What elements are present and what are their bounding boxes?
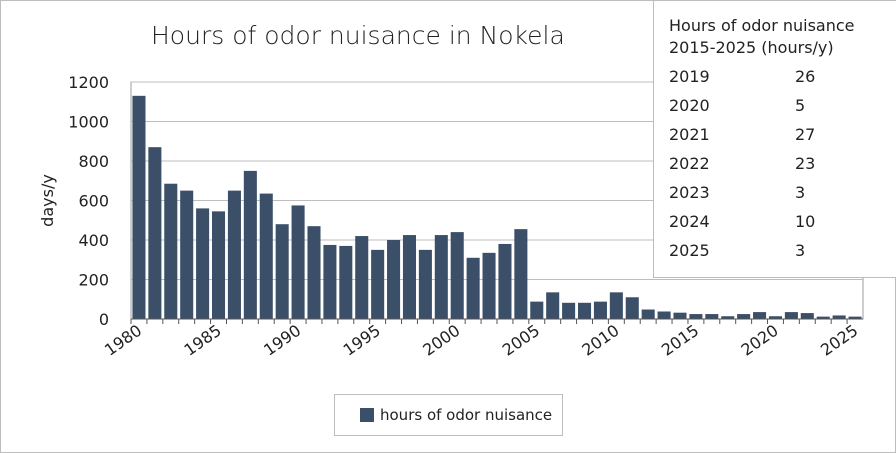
bar: [387, 240, 401, 319]
x-tick-label: 1995: [340, 321, 384, 360]
info-value: 23: [795, 154, 816, 173]
legend-label: hours of odor nuisance: [380, 406, 553, 424]
bar: [243, 170, 257, 319]
info-row: 2021 27: [669, 120, 896, 149]
bar: [402, 235, 417, 319]
legend-swatch: [360, 408, 374, 422]
y-tick-label: 400: [78, 231, 109, 250]
bar: [657, 311, 671, 319]
info-value: 27: [795, 125, 816, 144]
info-row: 2025 3: [669, 236, 896, 265]
bar: [196, 208, 210, 319]
info-rows: 2019 26 2020 5 2021 27 2022 23 2023 3 2024 10 …: [669, 62, 896, 265]
bar: [800, 313, 814, 319]
info-value: 26: [795, 67, 816, 86]
bar: [482, 252, 496, 319]
bar: [816, 316, 830, 319]
bar: [164, 183, 178, 319]
bar: [132, 95, 146, 319]
bar: [689, 314, 703, 319]
bar: [625, 297, 639, 319]
bar: [211, 211, 226, 319]
info-title-line-2: 2015-2025 (hours/y): [669, 38, 834, 57]
y-tick-label: 600: [78, 192, 109, 211]
chart-legend: hours of odor nuisance: [334, 394, 563, 436]
y-tick-label: 200: [78, 271, 109, 290]
chart-title: Hours of odor nuisance in Nokela: [151, 21, 565, 50]
bar: [227, 190, 241, 319]
bar: [673, 312, 687, 319]
info-value: 5: [795, 96, 806, 115]
bar: [291, 205, 305, 319]
info-table-title: Hours of odor nuisance 2015-2025 (hours/…: [669, 15, 896, 59]
info-row: 2023 3: [669, 178, 896, 207]
bar: [593, 301, 607, 319]
y-tick-label: 1000: [68, 113, 109, 132]
info-year: 2022: [669, 154, 710, 173]
bar: [577, 302, 592, 319]
bar: [832, 315, 846, 319]
info-title-line-1: Hours of odor nuisance: [669, 16, 855, 35]
bar: [371, 249, 385, 319]
bar: [259, 193, 273, 319]
bar: [737, 314, 751, 319]
bar: [514, 229, 528, 319]
x-tick-label: 2005: [499, 321, 543, 360]
info-value: 3: [795, 183, 806, 202]
y-tick-label: 800: [78, 152, 109, 171]
bar: [768, 316, 783, 319]
bar: [148, 147, 162, 319]
info-value: 3: [795, 241, 806, 260]
bar: [848, 316, 862, 319]
x-tick-label: 1990: [260, 321, 304, 360]
bar: [434, 235, 448, 319]
bar: [355, 236, 369, 319]
bar: [562, 302, 576, 319]
info-row: 2020 5: [669, 91, 896, 120]
x-tick-label: 2000: [419, 321, 463, 360]
bar: [466, 257, 480, 319]
bar: [180, 190, 194, 319]
info-row: 2022 23: [669, 149, 896, 178]
bar: [418, 249, 432, 319]
bar: [275, 224, 289, 319]
bar: [339, 245, 353, 319]
y-tick-label: 0: [99, 310, 109, 329]
bar: [609, 292, 623, 319]
info-year: 2020: [669, 96, 710, 115]
info-row: 2024 10: [669, 207, 896, 236]
info-table: Hours of odor nuisance 2015-2025 (hours/…: [653, 1, 896, 278]
y-axis-title: days/y: [38, 174, 57, 227]
bar: [307, 226, 321, 319]
bar: [721, 316, 735, 319]
info-value: 10: [795, 212, 816, 231]
info-year: 2019: [669, 67, 710, 86]
bar: [323, 244, 337, 319]
info-year: 2023: [669, 183, 710, 202]
bar: [546, 292, 560, 319]
bar: [530, 301, 544, 319]
bar: [498, 243, 512, 319]
x-tick-label: 2020: [738, 321, 782, 360]
bar: [450, 232, 464, 319]
x-tick-label: 2025: [817, 321, 861, 360]
info-year: 2025: [669, 241, 710, 260]
x-tick-label: 1985: [181, 321, 225, 360]
x-tick-label: 2015: [658, 321, 702, 360]
bar: [753, 312, 767, 319]
bar: [705, 314, 719, 319]
info-row: 2019 26: [669, 62, 896, 91]
x-tick-label: 2010: [578, 321, 622, 360]
info-year: 2024: [669, 212, 710, 231]
y-tick-label: 1200: [68, 73, 109, 92]
bar: [784, 312, 798, 319]
info-year: 2021: [669, 125, 710, 144]
bar: [641, 309, 655, 319]
